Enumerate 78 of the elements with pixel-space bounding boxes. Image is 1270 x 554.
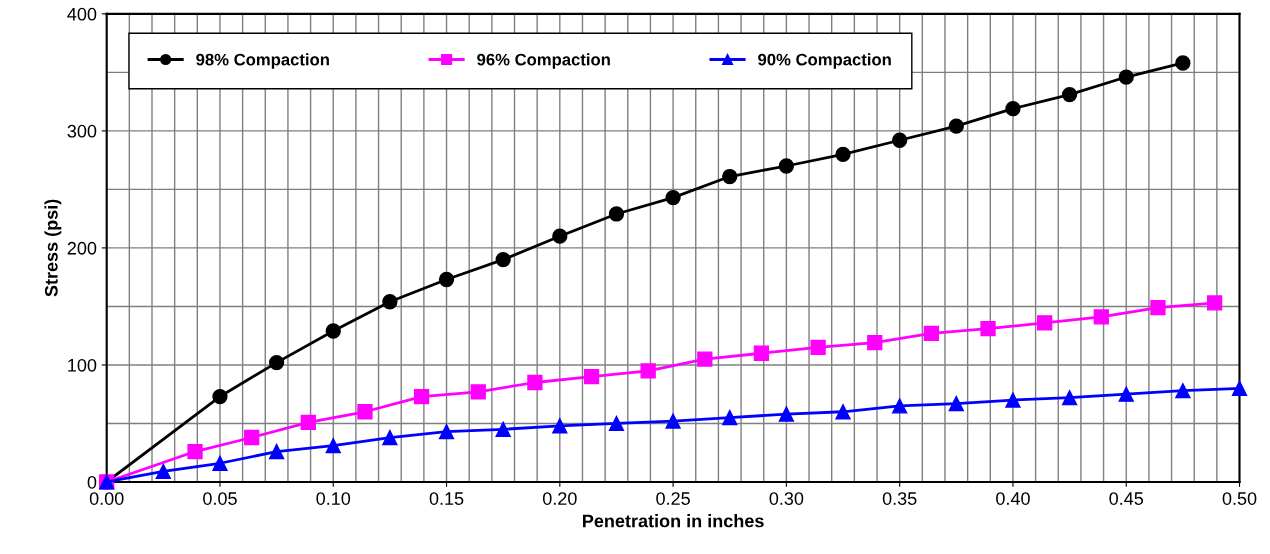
- point: [187, 443, 203, 460]
- point: [155, 463, 171, 480]
- point: [1206, 295, 1223, 311]
- point: [212, 388, 228, 405]
- x-tick-label: 0.40: [996, 492, 1030, 505]
- point: [1175, 383, 1191, 399]
- y-tick-label: 300: [67, 124, 97, 138]
- point: [1175, 55, 1191, 71]
- point: [244, 429, 260, 446]
- point: [810, 339, 826, 356]
- point: [325, 438, 341, 454]
- x-tick-label: 0.20: [542, 492, 577, 505]
- point: [583, 369, 600, 385]
- point: [527, 374, 543, 391]
- point: [1061, 390, 1078, 406]
- y-axis-title: Stress (psi): [44, 199, 62, 297]
- point: [835, 146, 851, 162]
- x-tick-label: 0.50: [1222, 492, 1257, 505]
- point: [722, 168, 738, 185]
- point: [495, 251, 511, 268]
- point: [980, 321, 996, 337]
- x-tick-label: 0.00: [89, 492, 124, 505]
- x-axis-title: Penetration in inches: [583, 514, 764, 528]
- point: [470, 384, 486, 400]
- point: [608, 206, 625, 222]
- y-tick-label: 400: [67, 7, 97, 21]
- point: [892, 398, 908, 414]
- point: [212, 455, 228, 471]
- point: [753, 345, 770, 361]
- y-tick-label: 100: [68, 358, 97, 372]
- point: [1093, 309, 1109, 325]
- x-tick-label: 0.15: [429, 492, 464, 505]
- point: [867, 335, 883, 351]
- x-tick-label: 0.45: [1109, 492, 1144, 505]
- x-tick-label: 0.05: [203, 492, 237, 505]
- point: [923, 325, 940, 341]
- x-tick-label: 0.35: [882, 492, 917, 505]
- x-tick-label: 0.10: [316, 492, 351, 505]
- point: [438, 424, 455, 440]
- point: [1118, 69, 1134, 85]
- point: [1037, 315, 1053, 331]
- point: [268, 443, 285, 460]
- point: [1005, 392, 1021, 408]
- point: [325, 323, 341, 339]
- legend-label: 90% Compaction: [758, 53, 891, 69]
- point: [778, 158, 795, 174]
- x-tick-label: 0.25: [656, 492, 690, 505]
- point: [778, 406, 795, 422]
- point: [948, 118, 964, 134]
- point: [552, 418, 568, 434]
- point: [665, 189, 681, 206]
- point: [608, 415, 625, 432]
- point: [948, 395, 964, 412]
- point: [495, 421, 511, 437]
- legend-label: 96% Compaction: [477, 53, 610, 69]
- point: [382, 294, 398, 310]
- point: [413, 388, 430, 405]
- point: [722, 409, 738, 426]
- point: [1061, 86, 1078, 103]
- point: [1150, 299, 1166, 316]
- point: [892, 132, 908, 148]
- point: [1118, 386, 1134, 402]
- point: [665, 413, 681, 429]
- point: [835, 404, 851, 420]
- y-tick-label: 200: [67, 241, 97, 255]
- point: [552, 228, 568, 244]
- legend-label: 98% Compaction: [196, 53, 329, 69]
- point: [697, 351, 713, 367]
- y-tick-label: 0: [87, 475, 97, 489]
- point: [382, 429, 398, 446]
- x-tick-label: 0.30: [769, 492, 804, 505]
- point: [438, 271, 455, 288]
- point: [300, 414, 316, 430]
- point: [268, 354, 285, 371]
- point: [1005, 101, 1021, 117]
- point: [357, 404, 373, 420]
- point: [1231, 380, 1248, 396]
- point: [640, 363, 656, 379]
